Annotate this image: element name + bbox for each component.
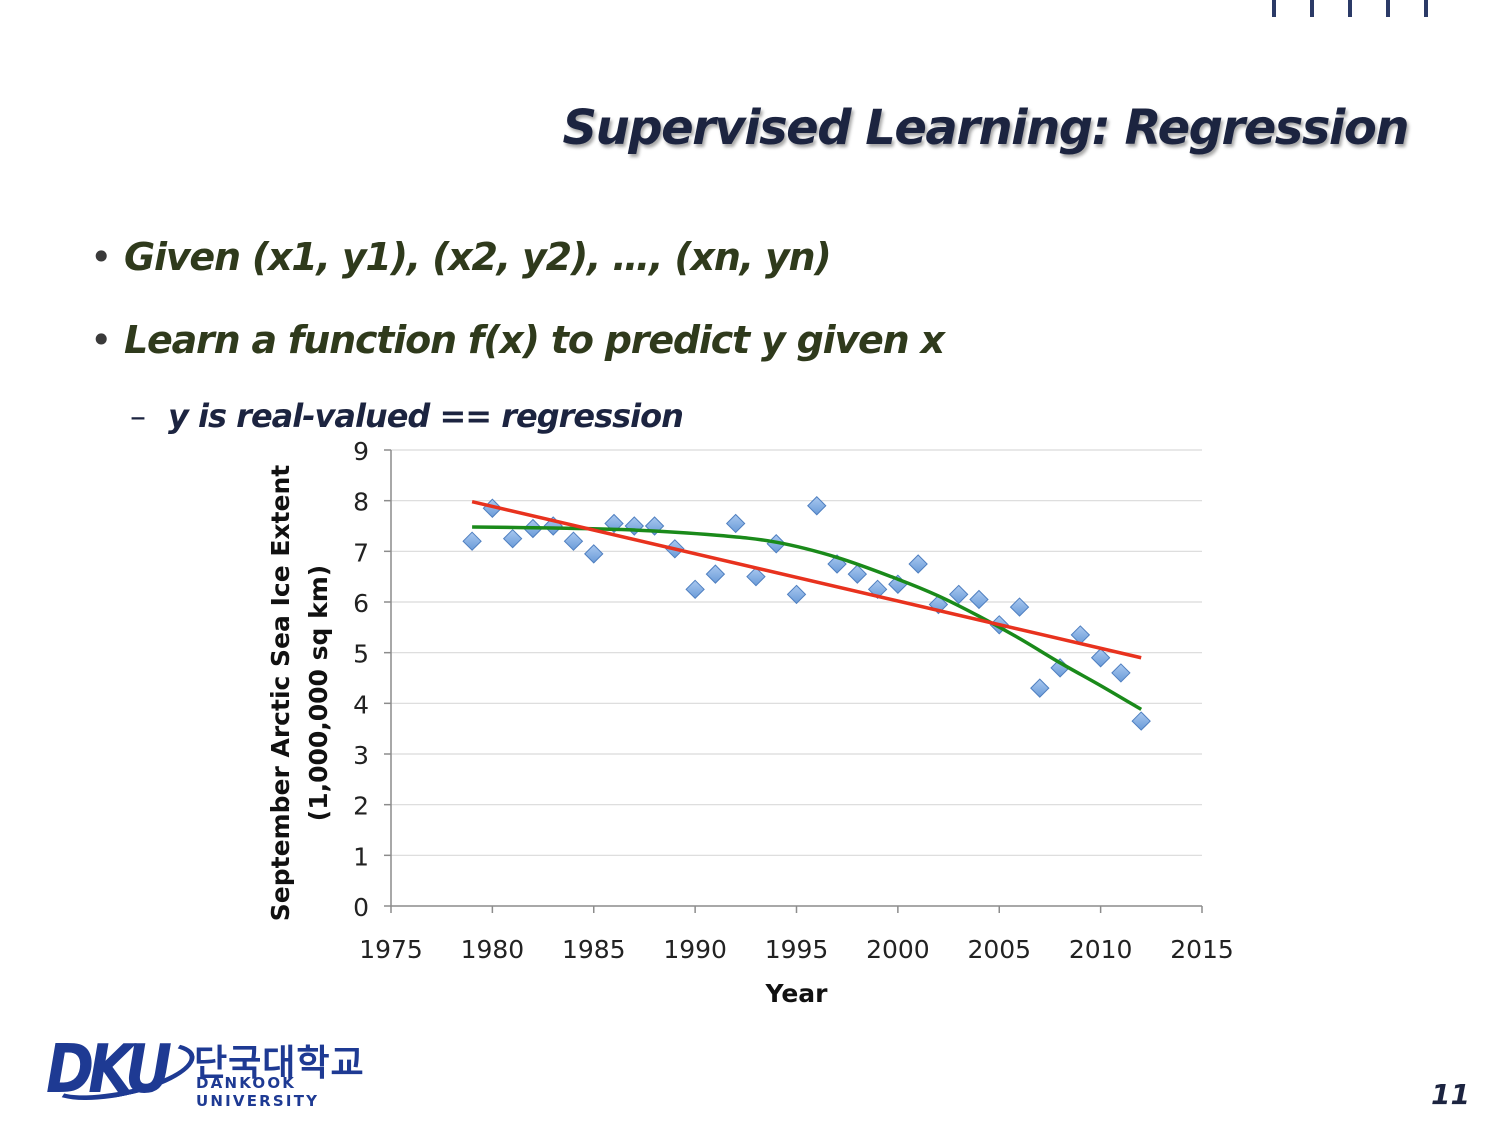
data-point-diamond: [685, 579, 705, 600]
data-point-diamond: [847, 564, 868, 584]
y-tick-label: 1: [353, 842, 369, 871]
bullet-dot-icon: •: [90, 318, 112, 362]
data-point-diamond: [908, 554, 928, 574]
y-tick-label: 0: [353, 893, 369, 922]
sub-bullet-item: – y is real-valued == regression: [130, 397, 684, 435]
data-point-diamond: [867, 579, 888, 600]
slide-title: Supervised Learning: Regression: [562, 100, 1410, 156]
data-point-diamond: [1111, 663, 1131, 683]
bullet-item: • Given (x1, y1), (x2, y2), …, (xn, yn): [90, 235, 832, 279]
university-logo: DKU 단국대학교 DANKOOK UNIVERSITY: [42, 1030, 416, 1112]
x-tick-label: 1985: [562, 935, 626, 964]
page-number: 11: [1431, 1078, 1470, 1111]
data-point-diamond: [989, 615, 1009, 635]
data-point-diamond: [563, 531, 584, 551]
y-tick-label: 9: [353, 437, 369, 466]
logo-korean-name: 단국대학교: [194, 1043, 365, 1084]
data-point-diamond: [786, 584, 807, 605]
y-tick-label: 6: [353, 589, 369, 618]
data-point-diamond: [624, 516, 645, 536]
data-point-diamond: [705, 564, 726, 584]
data-point-diamond: [523, 518, 543, 539]
data-point-diamond: [584, 544, 604, 564]
y-tick-label: 7: [353, 538, 369, 567]
x-tick-label: 1980: [461, 935, 525, 964]
y-axis-title-line1: September Arctic Sea Ice Extent: [266, 465, 295, 921]
x-tick-label: 1975: [359, 935, 423, 964]
x-axis-title: Year: [765, 979, 829, 1008]
x-tick-label: 2000: [866, 935, 930, 964]
data-point-diamond: [807, 496, 827, 516]
y-tick-label: 5: [353, 640, 369, 669]
y-tick-label: 3: [353, 741, 369, 770]
y-tick-label: 2: [353, 792, 369, 821]
data-point-diamond: [502, 528, 523, 549]
data-point-diamond: [1009, 597, 1030, 617]
logo-english-name: DANKOOK UNIVERSITY: [196, 1074, 320, 1110]
data-point-diamond: [948, 584, 969, 605]
data-point-diamond: [482, 498, 503, 518]
data-point-diamond: [462, 531, 482, 551]
curve-fit-line: [472, 525, 1143, 711]
data-point-diamond: [1070, 625, 1091, 645]
y-tick-label: 4: [353, 690, 369, 719]
data-point-diamond: [1090, 648, 1111, 668]
sub-bullet-text: y is real-valued == regression: [168, 397, 684, 435]
logo-mark: DKU: [46, 1030, 172, 1109]
data-point-diamond: [725, 513, 746, 534]
linear-fit-line: [471, 499, 1142, 660]
data-point-diamond: [604, 513, 624, 534]
top-decoration: [1268, 0, 1433, 20]
x-tick-label: 2010: [1069, 935, 1133, 964]
data-point-diamond: [928, 594, 949, 615]
data-point-diamond: [746, 566, 766, 587]
bullet-text: Learn a function f(x) to predict y given…: [124, 318, 945, 362]
data-point-diamond: [665, 539, 685, 559]
x-tick-label: 2015: [1170, 935, 1234, 964]
bullet-item: • Learn a function f(x) to predict y give…: [90, 318, 945, 362]
data-point-diamond: [1050, 658, 1070, 678]
x-tick-label: 1990: [663, 935, 727, 964]
y-tick-label: 8: [353, 488, 369, 517]
bullet-dot-icon: •: [90, 235, 112, 279]
data-point-diamond: [644, 516, 665, 536]
bullet-text: Given (x1, y1), (x2, y2), …, (xn, yn): [124, 235, 832, 279]
data-point-diamond: [1131, 711, 1151, 731]
y-axis-title-line2: (1,000,000 sq km): [304, 565, 333, 821]
x-tick-label: 1995: [765, 935, 829, 964]
data-point-diamond: [543, 516, 563, 536]
x-tick-label: 2005: [967, 935, 1031, 964]
data-point-diamond: [888, 574, 908, 594]
data-point-diamond: [827, 554, 847, 574]
data-point-diamond: [969, 589, 989, 610]
data-point-diamond: [766, 534, 786, 554]
data-point-diamond: [1030, 678, 1050, 698]
dash-icon: –: [130, 397, 146, 435]
